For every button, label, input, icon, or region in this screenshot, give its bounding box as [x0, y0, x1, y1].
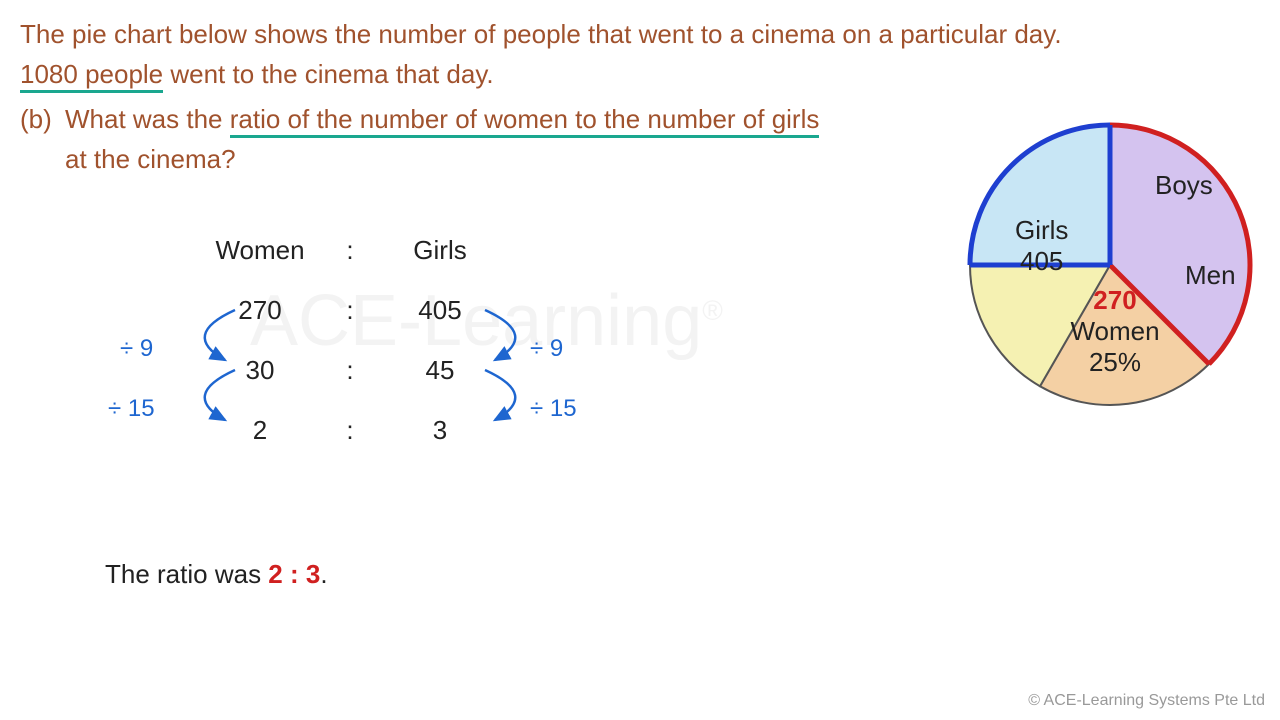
pie-label-girls: Girls 405 — [1015, 215, 1068, 277]
arrow-right-2 — [460, 360, 560, 435]
question-part-b-line1: What was the ratio of the number of wome… — [65, 100, 819, 139]
underlined-ratio-phrase: ratio of the number of women to the numb… — [230, 104, 820, 138]
ratio-header-girls: Girls — [380, 235, 500, 266]
pie-label-boys: Boys — [1155, 170, 1213, 201]
underlined-1080: 1080 people — [20, 59, 163, 93]
arrow-left-2 — [160, 360, 260, 435]
question-line2: 1080 people went to the cinema that day. — [20, 55, 494, 94]
pie-label-women: 270 Women 25% — [1065, 285, 1165, 378]
pie-label-men: Men — [1185, 260, 1236, 291]
ratio-header-women: Women — [200, 235, 320, 266]
pie-chart: Girls 405 Boys Men 270 Women 25% — [960, 115, 1260, 415]
div-15-left: ÷ 15 — [108, 395, 155, 423]
question-line1: The pie chart below shows the number of … — [20, 15, 1062, 54]
ratio-colon: : — [320, 235, 380, 266]
question-part-b-line2: at the cinema? — [65, 140, 236, 179]
footer-copyright: © ACE-Learning Systems Pte Ltd — [1028, 692, 1265, 710]
question-part-b-label: (b) — [20, 100, 52, 139]
answer-ratio: 2 : 3 — [268, 559, 320, 589]
div-9-left: ÷ 9 — [120, 335, 153, 363]
answer-line: The ratio was 2 : 3. — [105, 555, 328, 594]
